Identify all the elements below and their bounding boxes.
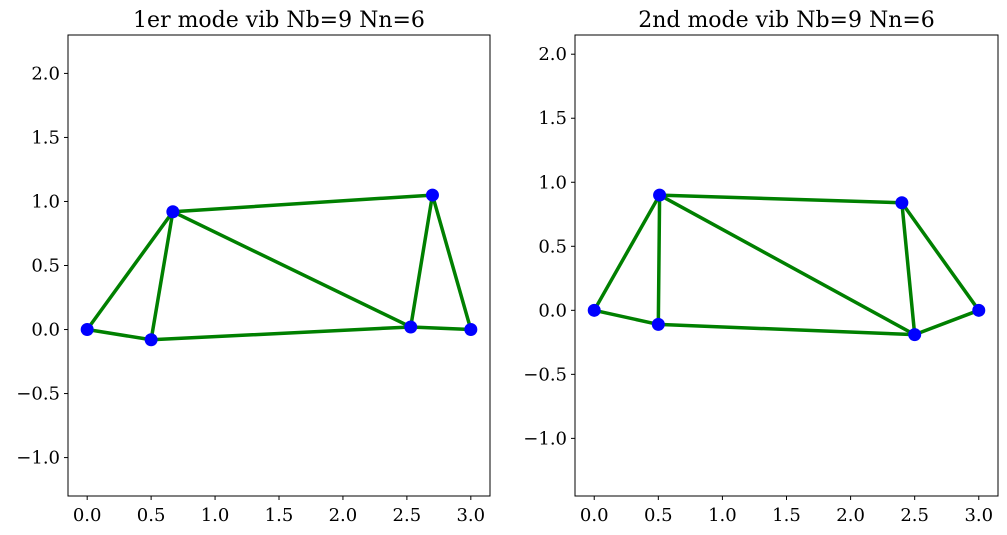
subplot-1er-mode: 1er mode vib Nb=9 Nn=6 0.0 0.5 1.0 1.5 2.0 2.… — [16, 8, 491, 526]
truss-bar-3-4 — [408, 193, 435, 329]
truss-bar-2-3 — [657, 193, 917, 337]
node-marker-2 — [166, 205, 180, 219]
x-tick-label: 0.5 — [644, 505, 673, 526]
node-marker-0 — [587, 303, 601, 317]
x-tick-label: 3.0 — [964, 505, 993, 526]
node-marker-5 — [464, 323, 478, 337]
truss-bar-1-2 — [656, 193, 662, 327]
y-tick-label: 2.0 — [538, 44, 567, 65]
x-tick-label: 1.0 — [708, 505, 737, 526]
truss-bar-2-3 — [171, 209, 413, 329]
plot-area — [587, 188, 986, 342]
y-tick-label: −0.5 — [523, 364, 567, 385]
y-tick-label: 1.5 — [538, 108, 567, 129]
y-tick-label: 1.0 — [538, 172, 567, 193]
truss-bar-2-4 — [171, 193, 435, 214]
y-tick-label: 1.0 — [31, 191, 60, 212]
subplot-title: 1er mode vib Nb=9 Nn=6 — [133, 8, 425, 33]
truss-bar-4-5 — [900, 201, 981, 313]
y-tick-label: 0.5 — [538, 236, 567, 257]
subplot-2nd-mode: 2nd mode vib Nb=9 Nn=6 0.0 0.5 1.0 1.5 2.0 2.… — [523, 8, 999, 526]
subplot-title: 2nd mode vib Nb=9 Nn=6 — [638, 8, 935, 33]
node-marker-1 — [651, 317, 665, 331]
y-tick-label: 1.5 — [31, 127, 60, 148]
truss-bar-0-1 — [85, 327, 153, 342]
truss-bar-0-1 — [592, 308, 661, 327]
truss-bar-3-4 — [900, 201, 917, 337]
node-marker-0 — [80, 323, 94, 337]
truss-bar-1-3 — [149, 325, 413, 342]
x-tick-label: 0.0 — [580, 505, 609, 526]
truss-bar-3-5 — [408, 325, 473, 332]
truss-bar-0-2 — [592, 193, 662, 313]
x-tick-label: 1.0 — [201, 505, 230, 526]
x-tick-label: 3.0 — [456, 505, 485, 526]
truss-bar-3-5 — [912, 308, 981, 337]
axis-ticks: 0.0 0.5 1.0 1.5 2.0 2.5 3.0 −1.0 −0.5 0.0 0.5 1.0 1.… — [16, 63, 485, 526]
y-tick-label: −0.5 — [16, 384, 60, 405]
truss-bar-2-4 — [657, 193, 904, 205]
x-tick-label: 2.5 — [900, 505, 929, 526]
y-tick-label: 2.0 — [31, 63, 60, 84]
node-marker-1 — [144, 333, 158, 347]
node-marker-4 — [895, 196, 909, 210]
y-tick-label: 0.5 — [31, 256, 60, 277]
y-tick-label: 0.0 — [31, 320, 60, 341]
truss-bar-0-2 — [85, 209, 175, 332]
x-tick-label: 2.0 — [329, 505, 358, 526]
truss-bar-1-2 — [149, 209, 175, 342]
node-marker-3 — [908, 328, 922, 342]
node-marker-3 — [404, 320, 418, 334]
plot-area — [80, 188, 478, 347]
truss-bar-1-3 — [656, 322, 917, 337]
y-tick-label: −1.0 — [523, 428, 567, 449]
node-marker-4 — [425, 188, 439, 202]
x-tick-label: 2.5 — [393, 505, 422, 526]
axis-ticks: 0.0 0.5 1.0 1.5 2.0 2.5 3.0 −1.0 −0.5 0.0 0.5 1.0 1.… — [523, 44, 993, 526]
truss-bar-4-5 — [430, 193, 473, 332]
x-tick-label: 0.0 — [73, 505, 102, 526]
y-tick-label: 0.0 — [538, 300, 567, 321]
x-tick-label: 0.5 — [137, 505, 166, 526]
x-tick-label: 1.5 — [265, 505, 294, 526]
node-marker-5 — [972, 303, 986, 317]
x-tick-label: 2.0 — [836, 505, 865, 526]
x-tick-label: 1.5 — [772, 505, 801, 526]
node-marker-2 — [653, 188, 667, 202]
y-tick-label: −1.0 — [16, 448, 60, 469]
